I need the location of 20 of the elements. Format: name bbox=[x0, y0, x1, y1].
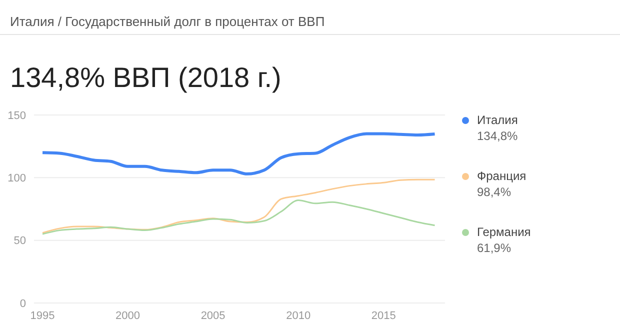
x-tick-label: 1995 bbox=[30, 310, 55, 322]
text: 134,8% bbox=[477, 128, 518, 144]
chart-title: 134,8% ВВП (2018 г.) bbox=[10, 62, 282, 94]
legend-label: Германия bbox=[477, 224, 531, 240]
legend-label: Италия bbox=[477, 112, 518, 128]
y-tick-label: 100 bbox=[8, 172, 26, 185]
chart-subtitle: Италия / Государственный долг в процентах от ВВП bbox=[10, 14, 325, 29]
text: 98,4% bbox=[477, 184, 512, 200]
legend-label: Франция bbox=[477, 168, 526, 184]
line-series bbox=[42, 178, 436, 234]
x-tick-label: 2010 bbox=[286, 310, 311, 322]
text: 61,9% bbox=[477, 240, 512, 256]
y-tick-label: 150 bbox=[8, 110, 26, 122]
x-tick-label: 2000 bbox=[116, 310, 140, 322]
line-series bbox=[42, 199, 436, 235]
x-tick-label: 2015 bbox=[371, 310, 396, 322]
x-tick-label: 2005 bbox=[200, 310, 226, 322]
y-tick-label: 0 bbox=[20, 298, 26, 310]
line-series bbox=[41, 132, 436, 176]
y-tick-label: 50 bbox=[14, 235, 26, 248]
